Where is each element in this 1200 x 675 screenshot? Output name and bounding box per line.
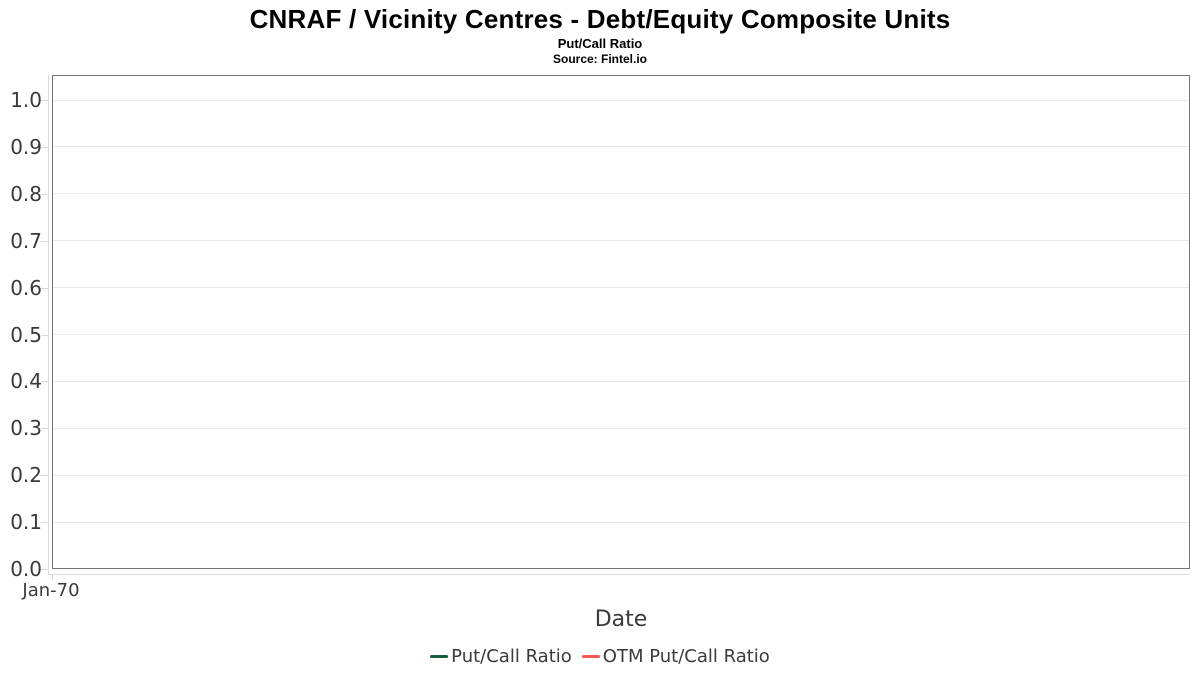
chart-title: CNRAF / Vicinity Centres - Debt/Equity C… (249, 4, 951, 34)
y-tick-label: 0.1 (10, 510, 42, 535)
y-tick-mark (41, 381, 48, 383)
y-tick-label: 0.9 (10, 134, 42, 159)
y-tick-label: 0.2 (10, 463, 42, 488)
y-tick-mark (41, 569, 48, 570)
gridline (53, 334, 1189, 335)
y-tick-label: 0.3 (10, 416, 42, 441)
put-call-ratio-line-swatch (430, 655, 449, 658)
y-tick-mark (41, 100, 48, 101)
x-tick-mark (52, 574, 53, 580)
y-axis-line (48, 75, 49, 575)
legend-item-put-call-ratio: Put/Call Ratio (430, 646, 572, 667)
x-tick-label: Jan-70 (22, 580, 80, 601)
y-tick-mark (41, 240, 48, 242)
chart-source-caption: Source: Fintel.io (552, 52, 647, 66)
gridline (53, 240, 1189, 242)
gridline (53, 193, 1189, 195)
x-axis-label: Date (594, 607, 648, 632)
y-tick-label: 0.4 (10, 369, 42, 394)
plot-area (52, 75, 1190, 569)
legend: Put/Call Ratio OTM Put/Call Ratio (0, 646, 1200, 667)
y-tick-label: 0.0 (10, 557, 42, 581)
gridline (53, 474, 1189, 476)
y-tick-mark (41, 475, 48, 477)
y-tick-label: 0.5 (10, 322, 42, 347)
gridline (53, 427, 1189, 429)
gridline (53, 380, 1189, 382)
chart-subtitle: Put/Call Ratio (557, 36, 643, 51)
y-tick-mark (41, 287, 48, 289)
gridline (53, 287, 1189, 289)
y-tick-mark (41, 334, 48, 336)
y-tick-mark (41, 146, 48, 148)
y-tick-mark (41, 428, 48, 430)
legend-label-put-call-ratio: Put/Call Ratio (451, 646, 572, 667)
gridline (53, 146, 1189, 148)
y-tick-mark (41, 193, 48, 195)
y-tick-label: 0.8 (10, 181, 42, 206)
y-tick-label: 1.0 (10, 88, 42, 112)
legend-item-otm-put-call-ratio: OTM Put/Call Ratio (581, 646, 770, 667)
y-tick-mark (41, 522, 48, 524)
gridline (53, 521, 1189, 523)
x-axis-line (48, 574, 1190, 575)
otm-put-call-ratio-line-swatch (581, 655, 600, 658)
y-tick-label: 0.6 (10, 275, 42, 300)
y-tick-label: 0.7 (10, 228, 42, 253)
legend-label-otm-put-call-ratio: OTM Put/Call Ratio (602, 646, 770, 667)
gridline (53, 99, 1189, 101)
